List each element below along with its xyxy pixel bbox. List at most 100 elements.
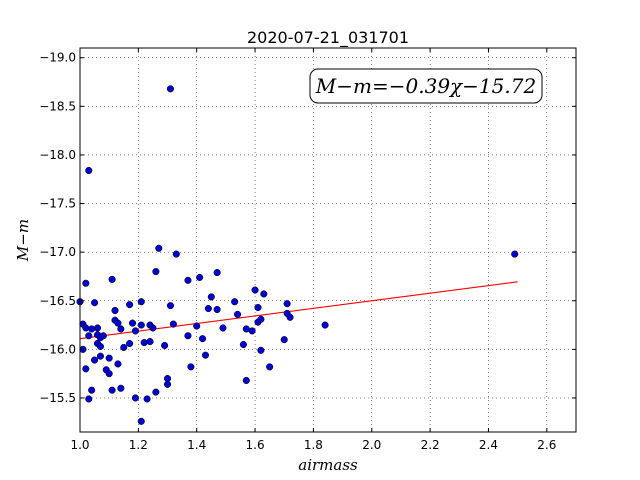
y-tick-label: −16.5 bbox=[39, 294, 76, 308]
data-point bbox=[114, 360, 122, 368]
data-point bbox=[511, 250, 519, 258]
data-point bbox=[143, 395, 151, 403]
data-point bbox=[99, 332, 107, 340]
grid-layer bbox=[80, 48, 576, 432]
points-layer bbox=[76, 85, 519, 425]
x-tick-label: 2.0 bbox=[362, 438, 381, 452]
data-point bbox=[88, 386, 96, 394]
data-point bbox=[120, 343, 128, 351]
data-point bbox=[137, 321, 145, 329]
data-point bbox=[91, 299, 99, 307]
data-point bbox=[146, 338, 154, 346]
x-axis-label: airmass bbox=[298, 456, 358, 474]
x-tick-label: 1.2 bbox=[129, 438, 148, 452]
data-point bbox=[169, 320, 177, 328]
data-point bbox=[166, 85, 174, 93]
data-point bbox=[126, 301, 134, 309]
y-tick-label: −19.0 bbox=[39, 51, 76, 65]
data-point bbox=[193, 322, 201, 330]
data-point bbox=[163, 380, 172, 388]
y-tick-label: −18.5 bbox=[39, 99, 76, 113]
data-point bbox=[234, 310, 242, 318]
data-point bbox=[213, 269, 221, 277]
data-point bbox=[114, 319, 122, 327]
data-point bbox=[172, 250, 180, 258]
data-point bbox=[184, 332, 192, 340]
data-point bbox=[137, 417, 145, 425]
x-tick-label: 2.4 bbox=[479, 438, 498, 452]
data-point bbox=[266, 363, 274, 371]
data-point bbox=[152, 268, 160, 276]
data-point bbox=[111, 306, 119, 315]
data-point bbox=[108, 386, 116, 394]
data-point bbox=[254, 304, 262, 312]
data-point bbox=[242, 376, 250, 385]
data-point bbox=[207, 293, 215, 301]
data-point bbox=[126, 339, 134, 348]
data-point bbox=[105, 354, 113, 362]
data-point bbox=[155, 244, 163, 252]
data-point bbox=[280, 336, 288, 344]
y-tick-label: −17.5 bbox=[39, 197, 76, 211]
y-tick-label: −17.0 bbox=[39, 245, 76, 259]
data-point bbox=[82, 365, 90, 373]
data-point bbox=[128, 319, 137, 327]
data-point bbox=[219, 324, 227, 332]
equation-annotation: M−m=−0.39χ−15.72 bbox=[309, 68, 543, 104]
data-point bbox=[85, 332, 93, 340]
data-point bbox=[257, 315, 265, 323]
data-point bbox=[96, 342, 104, 351]
y-tick-label: −18.0 bbox=[39, 148, 76, 162]
data-point bbox=[201, 351, 210, 359]
data-point bbox=[152, 388, 160, 396]
data-point bbox=[108, 275, 116, 283]
x-tick-label: 1.6 bbox=[246, 438, 265, 452]
data-point bbox=[85, 166, 93, 175]
data-point bbox=[85, 395, 93, 403]
y-tick-label: −16.0 bbox=[39, 342, 76, 356]
data-point bbox=[198, 335, 207, 343]
data-point bbox=[166, 302, 174, 310]
data-point bbox=[257, 346, 265, 354]
data-point bbox=[260, 290, 268, 298]
data-point bbox=[187, 363, 195, 371]
data-point bbox=[239, 340, 247, 349]
data-point bbox=[283, 300, 291, 308]
y-axis-label: M−m bbox=[14, 219, 32, 262]
data-point bbox=[105, 370, 113, 378]
data-point bbox=[131, 394, 139, 402]
data-point bbox=[321, 321, 329, 329]
data-point bbox=[88, 325, 96, 333]
data-point bbox=[196, 273, 204, 281]
data-point bbox=[161, 341, 169, 350]
x-tick-label: 1.0 bbox=[70, 438, 89, 452]
chart-title: 2020-07-21_031701 bbox=[247, 28, 409, 48]
data-point bbox=[149, 324, 157, 332]
data-point bbox=[117, 384, 125, 392]
x-tick-label: 2.2 bbox=[421, 438, 440, 452]
data-point bbox=[184, 276, 192, 284]
annotation-text: M−m=−0.39χ−15.72 bbox=[315, 74, 536, 98]
y-tick-label: −15.5 bbox=[39, 391, 76, 405]
data-point bbox=[248, 327, 256, 335]
data-point bbox=[286, 313, 294, 321]
annotation-box bbox=[309, 68, 543, 104]
data-point bbox=[213, 305, 221, 314]
data-point bbox=[251, 286, 259, 294]
data-point bbox=[82, 324, 90, 332]
x-tick-label: 1.8 bbox=[304, 438, 323, 452]
data-point bbox=[91, 356, 99, 364]
data-point bbox=[131, 327, 139, 335]
x-tick-label: 1.4 bbox=[187, 438, 206, 452]
data-point bbox=[204, 304, 212, 313]
data-point bbox=[137, 298, 145, 306]
ticks-layer: 1.0 1.2 1.4 1.6 1.8 2.0 2.2 2.4 2.6 −15.5 −16.0 −16… bbox=[39, 48, 576, 452]
plot-frame bbox=[79, 47, 577, 433]
data-point bbox=[140, 339, 148, 347]
x-tick-label: 2.6 bbox=[537, 438, 556, 452]
data-point bbox=[117, 325, 125, 333]
data-point bbox=[231, 298, 239, 306]
data-point bbox=[82, 279, 90, 287]
data-point bbox=[93, 324, 102, 332]
